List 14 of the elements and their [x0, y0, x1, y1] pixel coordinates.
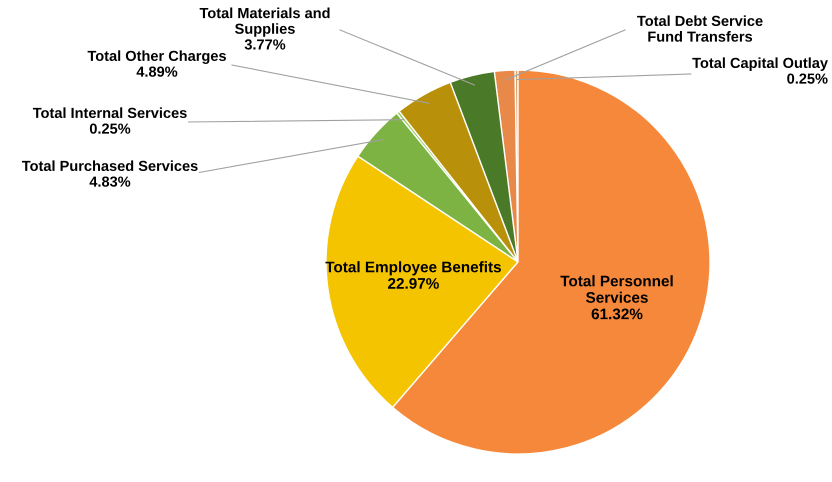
data-label: 0.25% — [787, 73, 828, 84]
data-label: 61.32% — [592, 308, 642, 320]
data-label: 0.25% — [90, 123, 130, 134]
slice-label: Total Capital Outlay — [692, 57, 828, 71]
slice-label: Total Other Charges — [88, 50, 226, 64]
data-label: 22.97% — [388, 278, 439, 289]
slice-label: Total Internal Services — [32, 107, 187, 118]
slice-label: Total Personnel Services — [560, 275, 673, 303]
data-label: 3.77% — [244, 39, 286, 50]
slice-label: Total Purchased Services — [22, 160, 198, 172]
data-label: 4.89% — [136, 66, 178, 77]
slice-label: Total Debt Service Fund Transfers — [637, 15, 763, 42]
slice-label: Total Materials and Supplies — [200, 7, 330, 37]
data-label: 4.83% — [90, 176, 130, 187]
